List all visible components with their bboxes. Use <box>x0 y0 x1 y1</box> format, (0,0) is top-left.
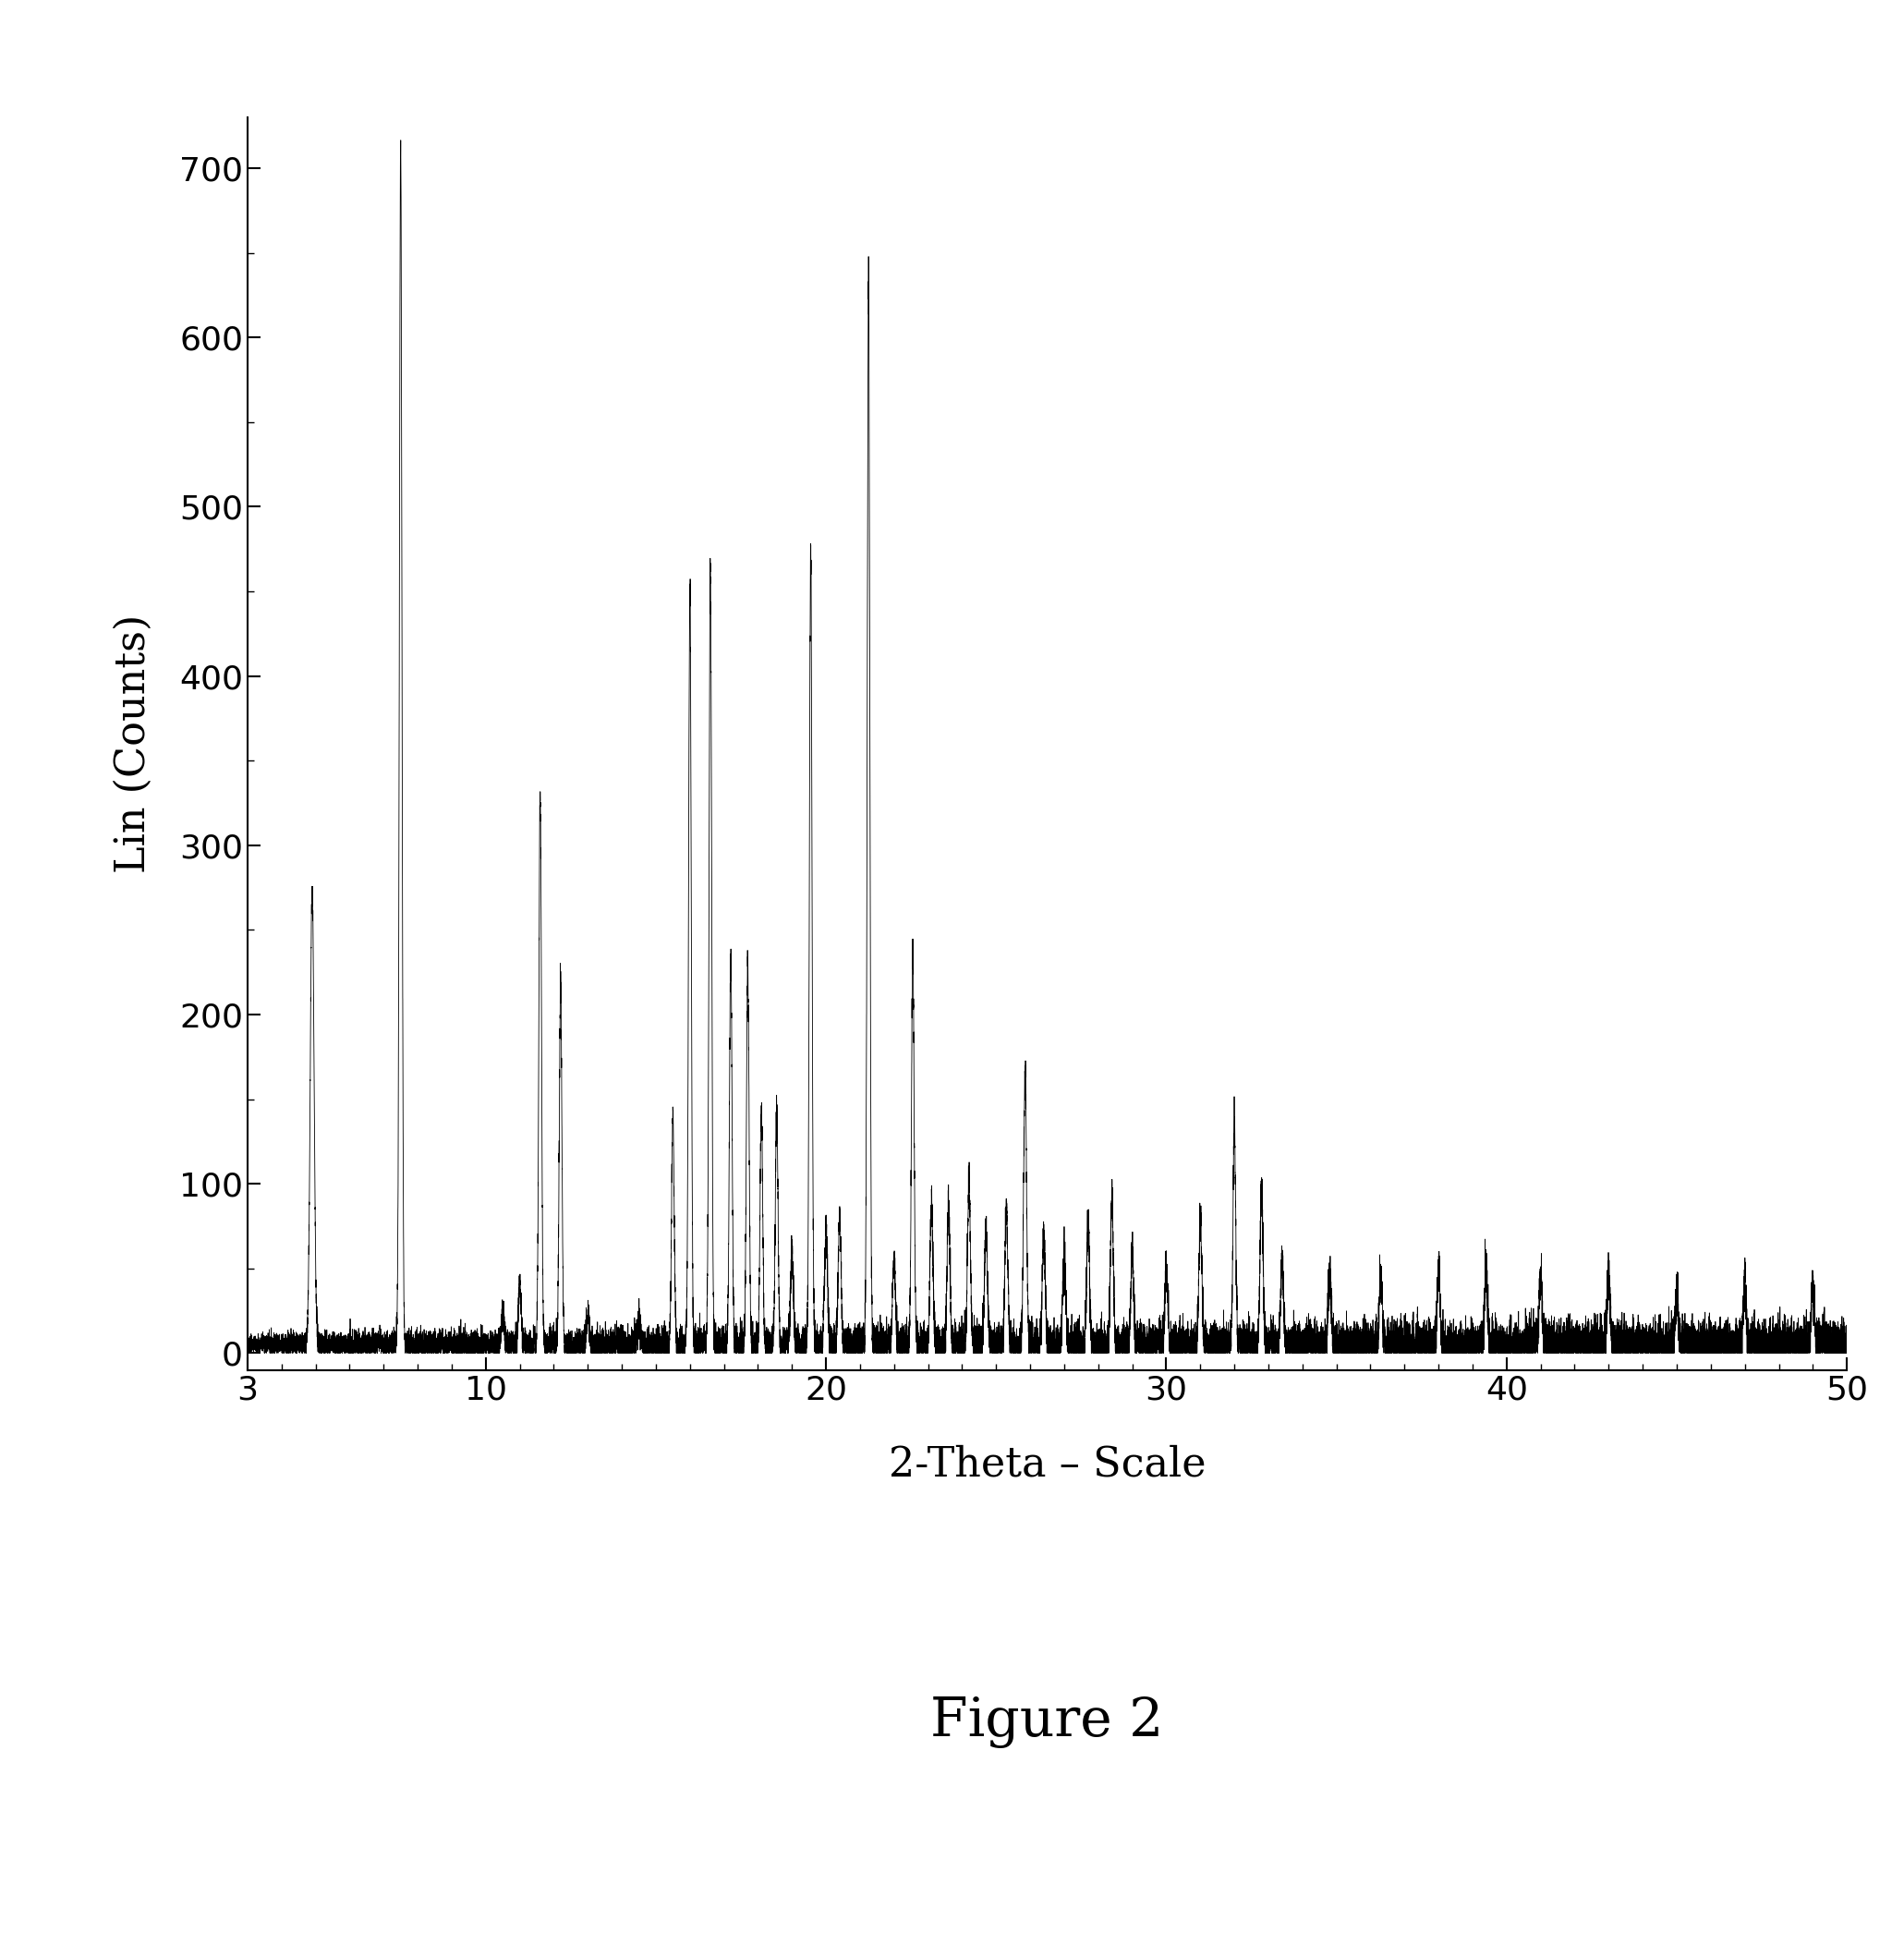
Text: Figure 2: Figure 2 <box>931 1697 1163 1748</box>
Y-axis label: Lin (Counts): Lin (Counts) <box>114 614 154 873</box>
X-axis label: 2-Theta – Scale: 2-Theta – Scale <box>889 1444 1205 1483</box>
